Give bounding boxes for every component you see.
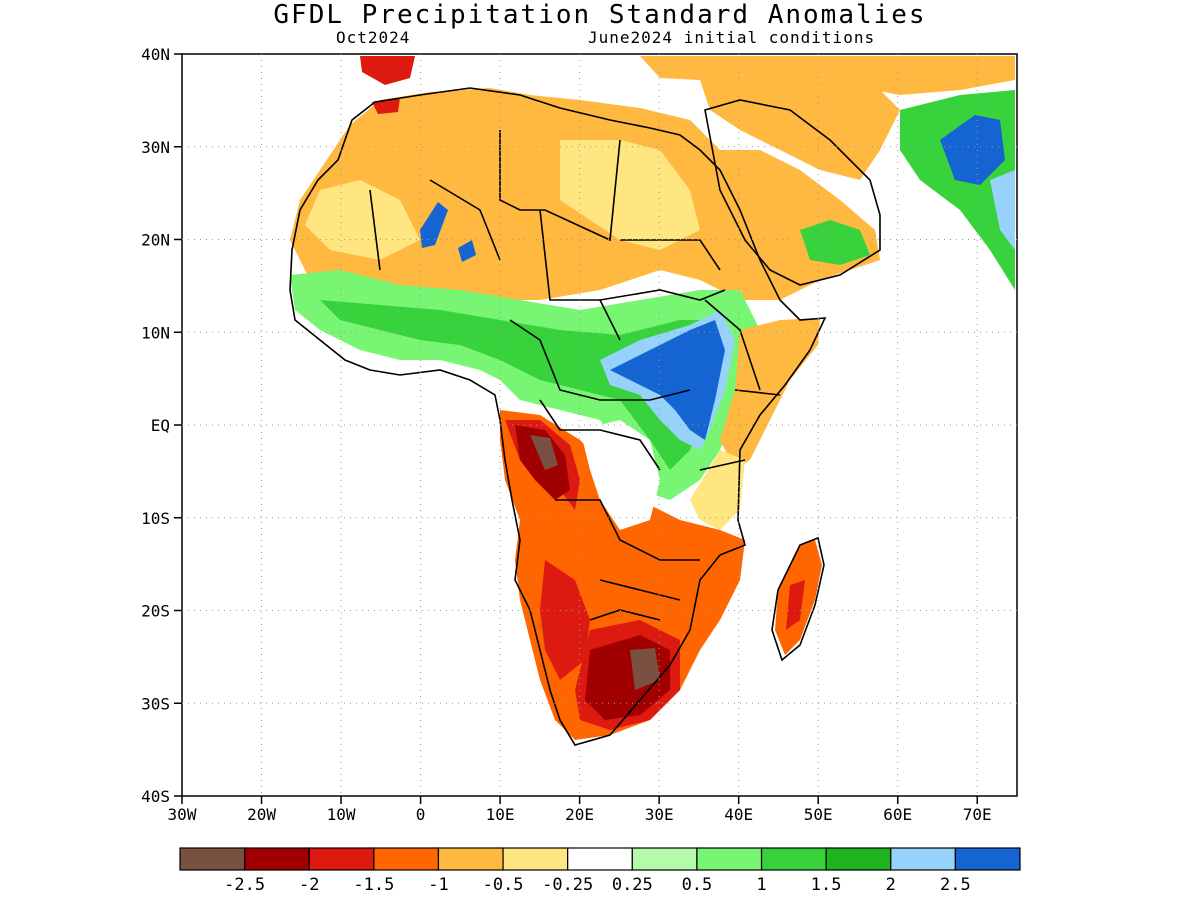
region-middle-east-dry [700,72,900,180]
colorbar-swatch [244,847,310,871]
region-east-africa-deep-blue [610,320,725,440]
colorbar-label: -2.5 [224,875,265,895]
colorbar-label: 0.25 [612,875,653,895]
region-east-light [690,450,745,530]
region-top-right-dry [640,56,1015,95]
graticule [182,54,1017,796]
region-sahel-wet-strong [320,300,730,470]
border-2 [539,209,726,341]
lon-tick-label: 70E [963,805,992,824]
lat-tick-label: 30N [141,138,170,157]
lon-tick-label: 20W [247,805,276,824]
border-3 [509,319,691,471]
region-niger-blue [420,202,448,248]
lon-tick-label: 0 [416,805,426,824]
region-sahara-light [560,140,700,250]
lat-tick-label: 30S [141,694,170,713]
colorbar-swatch [502,847,569,871]
region-south-asia-blue [940,115,1005,185]
colorbar-swatch [437,847,504,871]
lat-tick-label: 20N [141,231,170,250]
lat-tick-label: 20S [141,602,170,621]
lon-tick-label: 50E [804,805,833,824]
lat-tick-label: 40N [141,45,170,64]
region-iberia-red [360,56,415,85]
region-west-sahara-light [305,180,420,260]
colorbar-label: -2 [299,875,319,895]
lon-tick-label: 30W [168,805,197,824]
colorbar-label: -1.5 [353,875,394,895]
coastlines [289,87,881,746]
arabia-coastline [704,99,881,286]
region-sa-brown [630,648,660,690]
colorbar-swatch [308,847,375,871]
colorbar-swatch [954,847,1021,871]
chart-title: GFDL Precipitation Standard Anomalies [273,0,927,30]
anomaly-field [290,56,1015,740]
colorbar-swatch [567,847,633,871]
region-chad-blue [458,240,476,262]
lon-tick-label: 20E [565,805,594,824]
lon-tick-label: 40E [724,805,753,824]
region-central-neutral [580,420,660,530]
region-madagascar-red [786,580,805,630]
lon-tick-label: 60E [883,805,912,824]
lon-tick-label: 10E [486,805,515,824]
colorbar-swatch [696,847,763,871]
region-angola-red [540,560,590,680]
colorbar-label: 1.5 [811,875,842,895]
colorbar-swatch [179,847,246,871]
forecast-month-label: Oct2024 [336,28,411,47]
longitude-ticks: 30W 20W 10W 0 10E 20E 30E 40E 50E 60E 70E [168,796,992,824]
lat-tick-label: 40S [141,787,170,806]
colorbar-label: 1 [756,875,766,895]
lat-tick-label: EQ [151,416,170,435]
colorbar-swatch [890,847,956,871]
colorbar: -2.5 -2 -1.5 -1 -0.5 -0.25 0.25 0.5 1 1.5 2 2.5 [179,847,1021,895]
region-arabia-green [800,220,870,265]
colorbar-swatch [760,847,827,871]
colorbar-swatch [631,847,698,871]
colorbar-swatch [825,847,892,871]
colorbar-label: -1 [428,875,448,895]
region-south-asia-lightblue [990,170,1015,250]
madagascar-coastline [771,536,825,662]
initial-conditions-label: June2024 initial conditions [588,28,876,47]
lon-tick-label: 30E [645,805,674,824]
latitude-ticks: 40N 30N 20N 10N EQ 10S 20S 30S 40S [141,45,182,806]
colorbar-label: 2 [886,875,896,895]
colorbar-swatch [373,847,440,871]
lon-tick-label: 10W [327,805,356,824]
lat-tick-label: 10S [141,509,170,528]
africa-coastline [289,87,827,746]
colorbar-label: -0.5 [483,875,524,895]
colorbar-label: 0.5 [682,875,713,895]
region-congo-brown [530,435,558,470]
lat-tick-label: 10N [141,323,170,342]
colorbar-label: 2.5 [940,875,971,895]
colorbar-label: -0.25 [542,875,593,895]
border-1 [369,130,621,271]
border-5 [699,299,781,471]
